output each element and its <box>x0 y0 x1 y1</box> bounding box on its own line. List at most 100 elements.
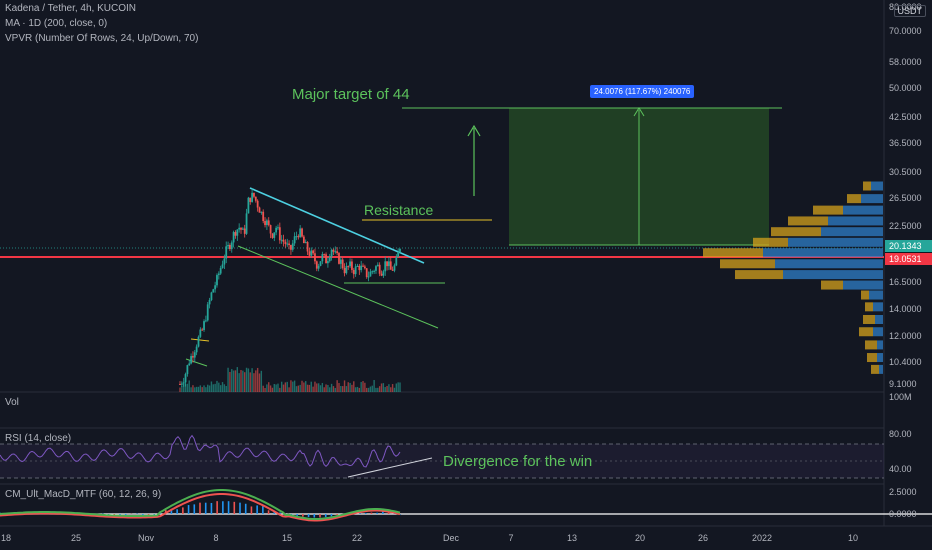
candle-body <box>206 304 209 321</box>
candle-body <box>240 227 242 230</box>
macd-axis-top: 2.5000 <box>889 487 917 497</box>
volume-bar <box>255 370 257 392</box>
volume-bar <box>288 387 290 392</box>
volume-profile <box>703 181 883 374</box>
rsi-pane-label[interactable]: RSI (14, close) <box>5 433 72 444</box>
volume-bar <box>371 385 373 392</box>
macd-hist-bar <box>296 514 298 516</box>
candle-body <box>204 320 207 322</box>
candle-body <box>365 268 368 277</box>
candle-body <box>363 266 366 269</box>
vpvr-up-bar <box>871 181 883 191</box>
price-axis[interactable]: 80.0000 70.0000 58.0000 50.0000 42.5000 36.50… <box>889 2 922 389</box>
price-tick-label: 42.5000 <box>889 112 922 122</box>
candle-body <box>288 243 290 246</box>
volume-pane-label[interactable]: Vol <box>5 397 19 408</box>
candle-body <box>203 321 205 331</box>
candle-body <box>360 265 363 271</box>
volume-bar <box>266 384 268 392</box>
macd-signal-line <box>0 493 401 522</box>
candle-body <box>225 246 228 259</box>
candle-body <box>362 265 364 267</box>
volume-bar <box>203 385 205 392</box>
resistance-trendline <box>249 187 425 264</box>
target-arrow-head <box>467 124 481 137</box>
volume-bar <box>256 367 259 392</box>
volume-bar <box>343 380 346 392</box>
macd-line <box>0 489 401 520</box>
candle-body <box>315 261 318 269</box>
candle-body <box>378 264 381 274</box>
candle-body <box>384 261 387 272</box>
volume-bar <box>312 386 314 392</box>
volume-bar <box>332 386 335 392</box>
candle-body <box>290 245 292 250</box>
macd-hist-bar <box>256 505 258 514</box>
volume-bar <box>338 383 340 392</box>
macd-hist-bar <box>382 511 384 514</box>
time-axis[interactable]: 18 25 Nov 8 15 22 Dec 7 13 20 26 2022 10 <box>1 533 858 543</box>
candle-body <box>188 363 191 366</box>
currency-badge[interactable]: USDT <box>893 5 926 17</box>
vpvr-down-bar <box>847 194 861 204</box>
macd-hist-bar <box>279 512 281 514</box>
volume-bar <box>380 383 383 392</box>
vpvr-legend[interactable]: VPVR (Number Of Rows, 24, Up/Down, 70) <box>5 33 199 44</box>
macd-hist-bar <box>359 513 361 514</box>
volume-bar <box>284 382 287 392</box>
volume-bar <box>182 384 185 392</box>
ma-legend[interactable]: MA · 1D (200, close, 0) <box>5 18 108 29</box>
candle-body <box>293 236 296 244</box>
macd-hist-bar <box>216 501 218 514</box>
candle-body <box>295 236 298 238</box>
vpvr-up-bar <box>879 364 883 374</box>
volume-bar <box>319 385 322 392</box>
volume-bar <box>366 387 368 392</box>
volume-bar <box>347 382 349 392</box>
candle-body <box>193 352 196 358</box>
rsi-line <box>0 434 401 468</box>
volume-bar <box>356 386 359 392</box>
candle-body <box>214 285 217 290</box>
volume-bar <box>271 387 274 392</box>
volume-bar <box>199 385 202 392</box>
macd-hist-bar <box>233 501 236 514</box>
candle-body <box>232 232 235 243</box>
candle-body <box>262 211 265 222</box>
time-tick-label: 22 <box>352 533 362 543</box>
vpvr-up-bar <box>775 259 883 269</box>
volume-bar <box>275 384 277 392</box>
candle-body <box>182 382 185 384</box>
vpvr-down-bar <box>863 181 871 191</box>
volume-bar <box>249 372 251 392</box>
candle-body <box>223 258 226 265</box>
volume-bar <box>336 380 338 392</box>
time-tick-label: 25 <box>71 533 81 543</box>
candle-body <box>339 259 342 264</box>
time-tick-label: 13 <box>567 533 577 543</box>
macd-hist-bar <box>336 514 338 516</box>
candle-body <box>217 273 220 276</box>
macd-hist-bar <box>182 507 184 514</box>
volume-bar <box>375 387 377 392</box>
macd-hist-bar <box>267 510 270 514</box>
channel-lower-line <box>237 245 439 329</box>
candle-body <box>278 227 281 241</box>
volume-bar <box>395 383 398 392</box>
volume-bar <box>388 384 390 392</box>
symbol-legend[interactable]: Kadena / Tether, 4h, KUCOIN <box>5 3 137 14</box>
candle-body <box>310 250 313 256</box>
volume-bar <box>264 387 266 392</box>
macd-pane-label[interactable]: CM_Ult_MacD_MTF (60, 12, 26, 9) <box>5 489 162 500</box>
candle-body <box>345 266 348 274</box>
vpvr-down-bar <box>771 227 821 237</box>
volume-bar <box>279 387 281 392</box>
volume-bar <box>292 381 294 392</box>
ruler-arrowhead <box>633 107 645 117</box>
candle-body <box>234 232 237 236</box>
price-tick-label: 26.5000 <box>889 193 922 203</box>
vpvr-down-bar <box>859 327 873 337</box>
macd-hist-bar <box>330 514 333 517</box>
volume-bar <box>184 383 187 392</box>
